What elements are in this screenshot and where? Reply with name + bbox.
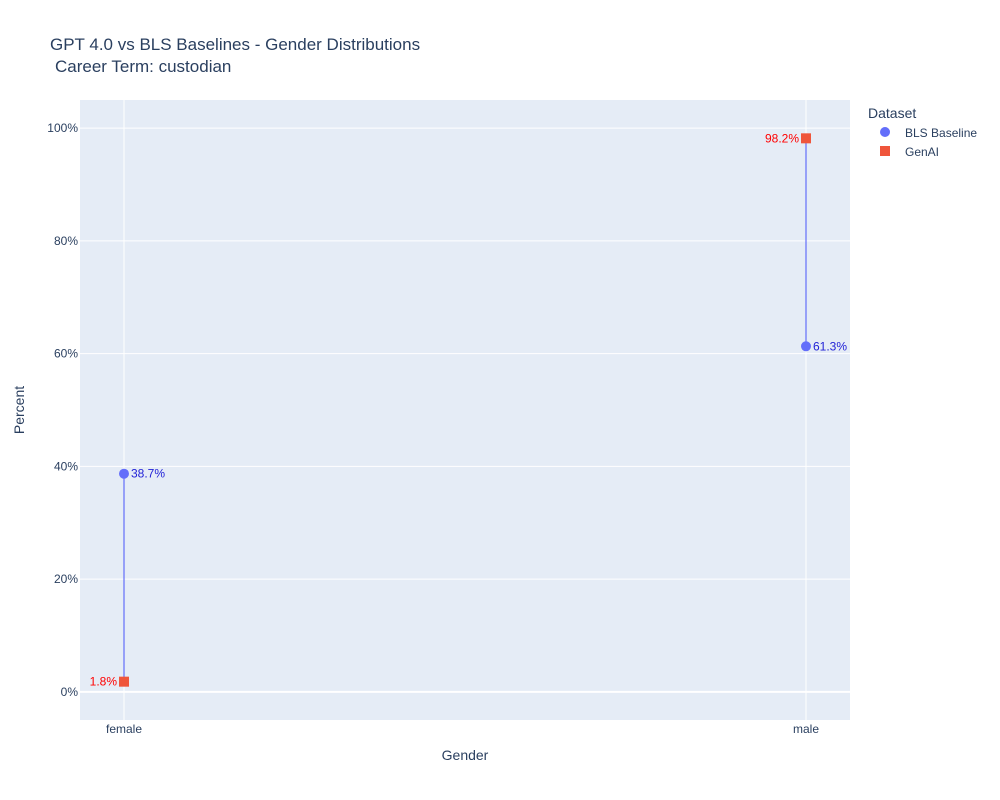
legend[interactable]: Dataset BLS Baseline GenAI	[868, 105, 977, 159]
y-tick-label: 100%	[47, 121, 78, 135]
connector-layer	[123, 138, 807, 682]
data-point-circle[interactable]	[119, 468, 129, 479]
chart-title: GPT 4.0 vs BLS Baselines - Gender Distri…	[50, 35, 420, 54]
y-tick-label: 60%	[54, 347, 78, 361]
data-label: 38.7%	[131, 467, 165, 481]
data-point-circle[interactable]	[801, 341, 811, 352]
legend-label-genai: GenAI	[905, 145, 939, 159]
legend-item-bls-baseline[interactable]: BLS Baseline	[880, 126, 977, 140]
y-tick-label: 20%	[54, 572, 78, 586]
x-tick-label: female	[106, 722, 142, 736]
y-tick-label: 80%	[54, 234, 78, 248]
y-tick-label: 40%	[54, 459, 78, 473]
data-label-layer: 38.7% 61.3% 1.8% 98.2%	[90, 131, 848, 688]
marker-layer	[119, 133, 811, 687]
data-label: 61.3%	[813, 339, 847, 353]
y-axis-title: Percent	[11, 386, 27, 434]
y-tick-label: 0%	[61, 685, 79, 699]
data-point-square[interactable]	[801, 133, 811, 144]
legend-label-bls-baseline: BLS Baseline	[905, 126, 977, 140]
data-point-square[interactable]	[119, 676, 129, 687]
legend-item-genai[interactable]: GenAI	[880, 145, 939, 159]
legend-title: Dataset	[868, 105, 916, 121]
y-tick-layer: 0% 20% 40% 60% 80% 100%	[47, 121, 78, 699]
chart-subtitle: Career Term: custodian	[55, 57, 231, 76]
data-label: 1.8%	[90, 675, 118, 689]
legend-circle-marker	[880, 127, 890, 137]
x-axis-title: Gender	[442, 747, 489, 763]
x-tick-label: male	[793, 722, 819, 736]
plot-area	[80, 100, 850, 720]
x-tick-layer: female male	[106, 722, 819, 736]
data-label: 98.2%	[765, 131, 799, 145]
legend-square-marker	[880, 146, 890, 156]
